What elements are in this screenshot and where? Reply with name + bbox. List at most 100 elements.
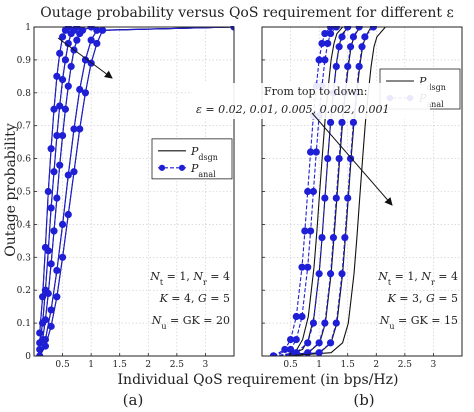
series-anal-point — [41, 316, 50, 324]
series-anal-point — [286, 345, 295, 354]
x-tick-label: 2.5 — [398, 360, 413, 370]
series-anal-point — [349, 118, 358, 127]
series-dsgn-line — [285, 26, 462, 356]
series-anal-point — [73, 36, 81, 44]
y-tick-label: 0.3 — [17, 253, 32, 263]
panel-label-b: (b) — [353, 391, 374, 409]
series-anal-point — [309, 319, 318, 327]
series-anal-point — [341, 233, 349, 242]
figure-title: Outage probability versus QoS requiremen… — [40, 5, 453, 21]
x-tick-label: 2 — [373, 360, 379, 370]
series-anal-point — [93, 39, 101, 48]
series-anal-point — [76, 125, 84, 133]
note-background — [192, 83, 430, 119]
series-anal-point — [47, 204, 55, 212]
series-anal-point — [64, 210, 72, 219]
series-anal-point — [44, 247, 52, 255]
series-anal-point — [58, 253, 67, 261]
series-anal-point — [64, 82, 72, 90]
series-dsgn-line — [285, 26, 462, 356]
parameter-annotation: K = 3, G = 5 — [387, 292, 458, 305]
series-anal-point — [61, 105, 70, 113]
series-anal-point — [335, 43, 343, 51]
x-tick-label: 3 — [203, 360, 209, 370]
series-anal-point — [332, 62, 340, 71]
series-anal-point — [50, 168, 58, 176]
epsilon-list: ε = 0.02, 0.01, 0.005, 0.002, 0.001 — [196, 103, 390, 116]
x-tick-label: 0.5 — [283, 360, 298, 370]
parameter-annotation: Nt = 1, Nr = 4 — [149, 270, 230, 287]
series-anal-point — [338, 118, 346, 127]
series-anal-point — [53, 266, 61, 275]
arrow-panel-b — [311, 112, 393, 206]
series-anal-point — [64, 171, 72, 179]
series-anal-point — [47, 306, 55, 314]
series-anal-point — [358, 43, 366, 51]
series-anal-point — [355, 62, 363, 71]
series-anal-point — [315, 339, 323, 347]
legend-box — [151, 138, 233, 180]
series-anal-point — [306, 227, 315, 235]
y-tick-label: 0.9 — [17, 56, 32, 66]
series-anal-point — [321, 194, 329, 202]
x-tick-label: 2 — [145, 360, 151, 370]
series-anal-point — [58, 33, 67, 41]
series-anal-point — [332, 319, 340, 327]
y-tick-label: 0 — [25, 352, 31, 362]
series-anal-point — [324, 39, 332, 48]
series-anal-point — [47, 145, 55, 153]
series-anal-point — [53, 293, 61, 301]
series-anal-point — [315, 270, 323, 278]
x-tick-label: 1.5 — [113, 360, 128, 370]
arrow-panel-a — [57, 37, 113, 79]
series-anal-point — [87, 36, 95, 44]
series-anal-point — [324, 155, 332, 163]
series-anal-point — [56, 161, 64, 169]
series-anal-line — [39, 26, 234, 334]
series-anal-point — [292, 335, 300, 344]
y-tick-label: 0.1 — [17, 319, 31, 329]
series-anal-point — [53, 194, 61, 202]
series-anal-point — [332, 194, 340, 202]
legend-anal-marker — [158, 164, 166, 171]
series-anal-point — [298, 312, 306, 321]
series-anal-point — [70, 168, 78, 176]
series-anal-point — [81, 56, 90, 64]
series-anal-point — [58, 220, 67, 228]
y-tick-label: 0.4 — [17, 220, 32, 230]
series-anal-point — [50, 227, 58, 235]
series-anal-point — [309, 187, 318, 196]
plot-panel-a: 0.5 1 1.5 2 2.5 3 0 0.1 0.2 0.3 0.4 0.5 0.6 0.7 0.8 0.9… — [17, 23, 235, 370]
series-anal-point — [335, 155, 343, 163]
series-anal-point — [361, 33, 369, 41]
x-tick-label: 1.5 — [341, 360, 356, 370]
x-tick-label: 3 — [431, 360, 437, 370]
parameter-annotation: Nu = GK = 20 — [151, 314, 230, 331]
series-anal-point — [346, 155, 355, 163]
series-anal-point — [338, 270, 346, 278]
series-anal-point — [321, 56, 329, 64]
series-anal-point — [58, 131, 67, 140]
x-tick-label: 1 — [88, 360, 94, 370]
series-anal-point — [76, 85, 84, 94]
series-anal-point — [56, 102, 64, 110]
series-anal-point — [38, 293, 47, 301]
series-anal-point — [41, 342, 50, 350]
legend-entry: Panal — [190, 162, 216, 179]
plot-frame — [261, 26, 463, 357]
y-tick-label: 1 — [25, 23, 31, 33]
series-anal-point — [56, 49, 64, 57]
series-anal-point — [61, 56, 70, 64]
annotation-layer: From top to down: ε = 0.02, 0.01, 0.005, … — [57, 37, 430, 206]
panel-label-a: (a) — [123, 391, 144, 409]
series-anal-point — [315, 349, 323, 356]
series-anal-point — [318, 233, 326, 242]
series-anal-point — [344, 62, 352, 71]
series-anal-point — [329, 233, 338, 242]
series-anal-point — [326, 118, 335, 127]
series-anal-point — [304, 263, 312, 271]
series-anal-point — [98, 26, 107, 34]
x-axis-label: Individual QoS requirement (in bps/Hz) — [118, 372, 399, 388]
series-anal-point — [81, 89, 90, 97]
